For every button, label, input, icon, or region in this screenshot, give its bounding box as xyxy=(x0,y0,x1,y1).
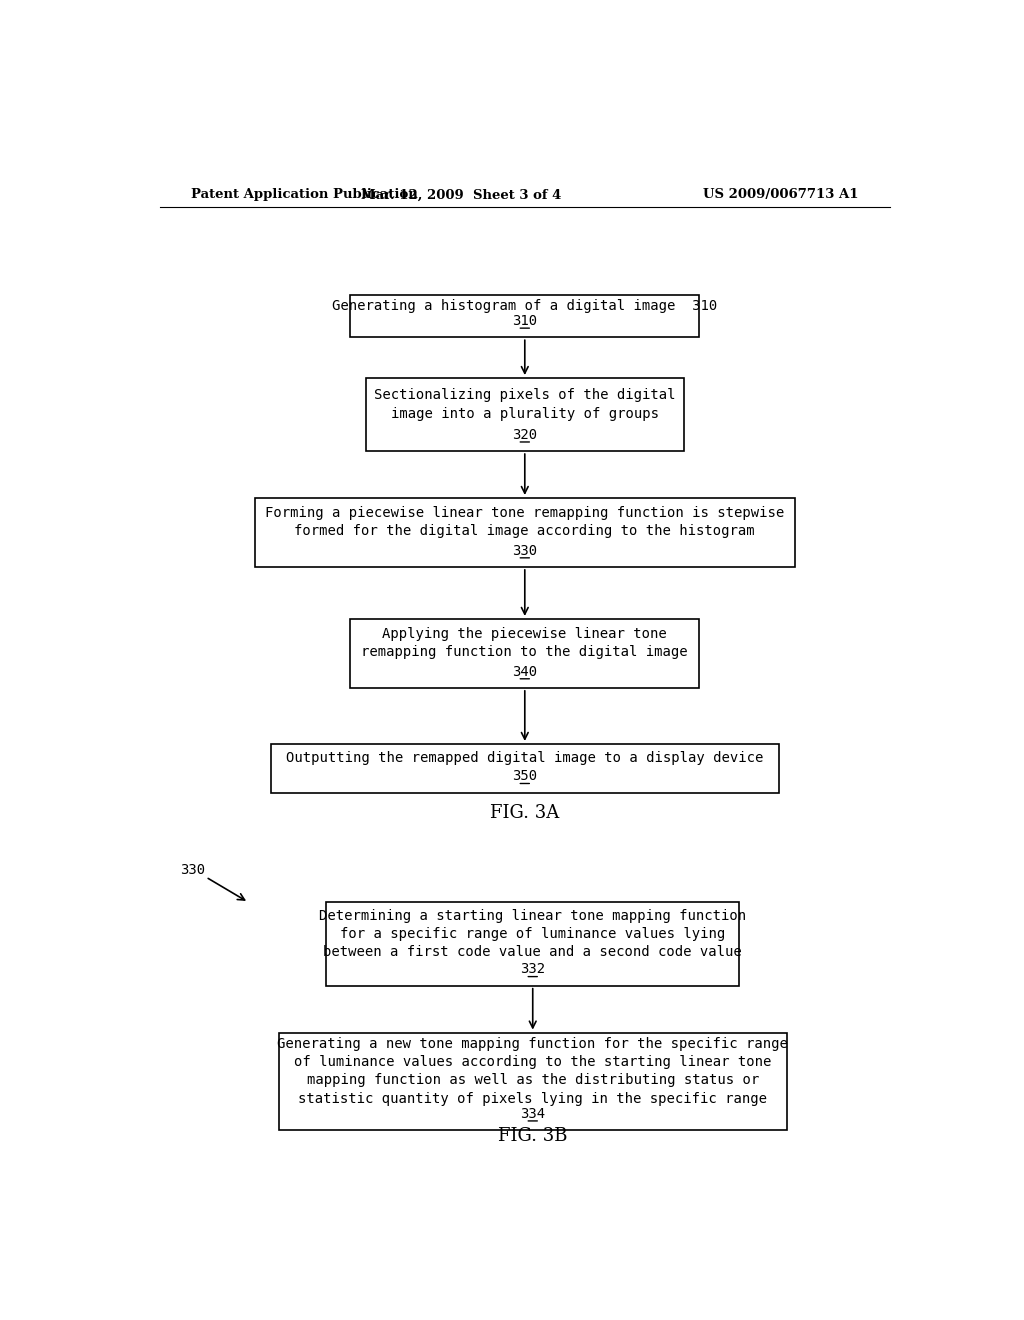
Text: Mar. 12, 2009  Sheet 3 of 4: Mar. 12, 2009 Sheet 3 of 4 xyxy=(361,189,561,202)
Text: Sectionalizing pixels of the digital: Sectionalizing pixels of the digital xyxy=(374,388,676,403)
Text: of luminance values according to the starting linear tone: of luminance values according to the sta… xyxy=(294,1055,771,1069)
Text: Applying the piecewise linear tone: Applying the piecewise linear tone xyxy=(382,627,668,642)
Text: mapping function as well as the distributing status or: mapping function as well as the distribu… xyxy=(306,1073,759,1088)
Text: between a first code value and a second code value: between a first code value and a second … xyxy=(324,945,742,960)
Text: Generating a histogram of a digital image  310: Generating a histogram of a digital imag… xyxy=(332,298,718,313)
Text: 332: 332 xyxy=(520,962,546,977)
Bar xyxy=(270,744,779,792)
Text: 340: 340 xyxy=(512,665,538,678)
Text: FIG. 3A: FIG. 3A xyxy=(490,804,559,822)
Text: 330: 330 xyxy=(512,544,538,558)
Text: image into a plurality of groups: image into a plurality of groups xyxy=(391,407,658,421)
Text: 350: 350 xyxy=(512,770,538,783)
Text: US 2009/0067713 A1: US 2009/0067713 A1 xyxy=(702,189,858,202)
Text: Forming a piecewise linear tone remapping function is stepwise: Forming a piecewise linear tone remappin… xyxy=(265,506,784,520)
Bar xyxy=(255,498,795,568)
Text: 334: 334 xyxy=(520,1106,546,1121)
Text: Determining a starting linear tone mapping function: Determining a starting linear tone mappi… xyxy=(319,908,746,923)
Bar xyxy=(279,1032,786,1130)
Bar xyxy=(350,619,699,688)
Text: formed for the digital image according to the histogram: formed for the digital image according t… xyxy=(295,524,755,539)
Text: remapping function to the digital image: remapping function to the digital image xyxy=(361,645,688,660)
Text: 330: 330 xyxy=(180,863,206,876)
Text: 310: 310 xyxy=(512,314,538,329)
Text: Patent Application Publication: Patent Application Publication xyxy=(191,189,418,202)
Text: 320: 320 xyxy=(512,428,538,442)
Text: Outputting the remapped digital image to a display device: Outputting the remapped digital image to… xyxy=(286,751,764,766)
Text: for a specific range of luminance values lying: for a specific range of luminance values… xyxy=(340,927,725,941)
Bar xyxy=(350,294,699,338)
Text: statistic quantity of pixels lying in the specific range: statistic quantity of pixels lying in th… xyxy=(298,1092,767,1106)
Bar xyxy=(367,378,684,451)
Text: Generating a new tone mapping function for the specific range: Generating a new tone mapping function f… xyxy=(278,1036,788,1051)
Text: FIG. 3B: FIG. 3B xyxy=(498,1127,567,1146)
Bar xyxy=(327,903,739,986)
